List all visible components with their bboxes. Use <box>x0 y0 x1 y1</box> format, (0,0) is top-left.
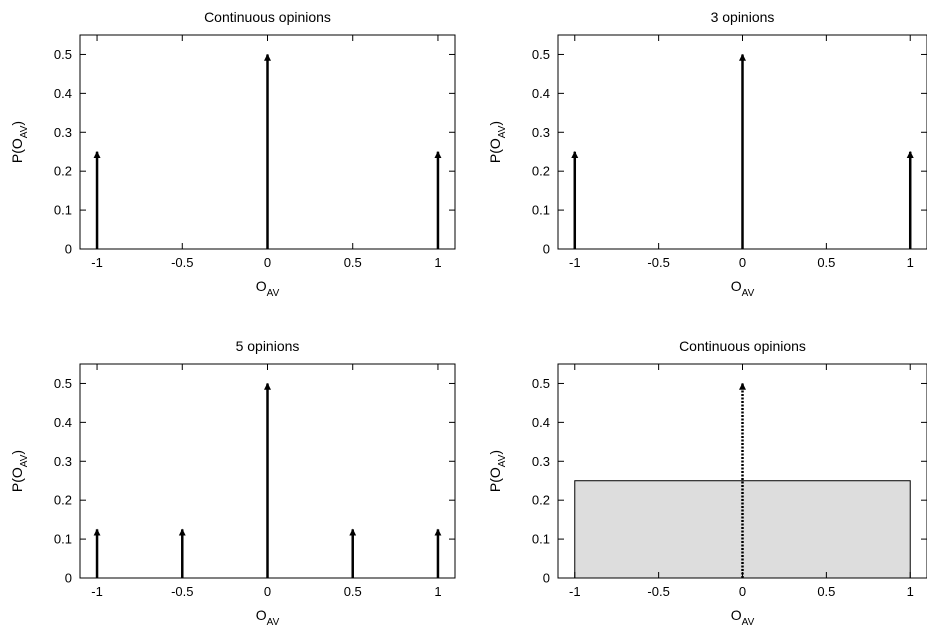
x-tick-label: 0 <box>264 255 271 270</box>
x-tick-label: -0.5 <box>647 255 669 270</box>
y-tick-label: 0.2 <box>54 493 72 508</box>
y-tick-label: 0.1 <box>532 532 550 547</box>
x-tick-label: 1 <box>434 255 441 270</box>
x-axis-label: OAV <box>256 607 280 628</box>
x-tick-label: 0 <box>739 255 746 270</box>
y-tick-label: 0.2 <box>54 164 72 179</box>
y-tick-label: 0.2 <box>532 493 550 508</box>
y-tick-label: 0.3 <box>532 454 550 469</box>
x-tick-label: -0.5 <box>171 584 193 599</box>
x-axis-label: OAV <box>731 607 755 628</box>
panel-3: 0 0.1 0.2 0.3 0.4 0.5 -1 -0.5 0 0.5 1 5 opinions OAV… <box>9 338 456 628</box>
panel-title: Continuous opinions <box>679 338 806 354</box>
y-tick-label: 0.4 <box>532 415 550 430</box>
x-tick-label: 0.5 <box>817 584 835 599</box>
x-tick-label: -1 <box>91 255 103 270</box>
x-tick-label: 1 <box>434 584 441 599</box>
x-tick-label: 0 <box>739 584 746 599</box>
panel-4: 0 0.1 0.2 0.3 0.4 0.5 -1 -0.5 0 0.5 1 Continuous op… <box>487 338 927 628</box>
x-tick-label: 0 <box>264 584 271 599</box>
x-tick-label: 1 <box>907 255 914 270</box>
y-tick-label: 0.5 <box>532 376 550 391</box>
x-tick-label: -0.5 <box>171 255 193 270</box>
x-axis-label: OAV <box>731 278 755 299</box>
y-tick-label: 0 <box>543 242 550 257</box>
x-tick-label: -1 <box>569 255 581 270</box>
y-tick-label: 0 <box>543 571 550 586</box>
y-tick-label: 0.3 <box>54 454 72 469</box>
x-tick-label: 0.5 <box>344 255 362 270</box>
x-tick-label: -1 <box>91 584 103 599</box>
y-axis-label: P(OAV) <box>487 121 508 163</box>
y-tick-label: 0.1 <box>532 203 550 218</box>
y-axis-label: P(OAV) <box>9 450 30 492</box>
x-axis-label: OAV <box>256 278 280 299</box>
x-tick-label: 0.5 <box>344 584 362 599</box>
y-tick-label: 0 <box>65 571 72 586</box>
panel-2: 0 0.1 0.2 0.3 0.4 0.5 -1 -0.5 0 0.5 1 3 opinions OAV… <box>487 9 927 299</box>
y-tick-label: 0.4 <box>54 86 72 101</box>
y-tick-label: 0.4 <box>532 86 550 101</box>
x-tick-label: -0.5 <box>647 584 669 599</box>
x-tick-label: 0.5 <box>817 255 835 270</box>
y-tick-label: 0.1 <box>54 203 72 218</box>
y-tick-label: 0.5 <box>532 47 550 62</box>
panel-title: 3 opinions <box>711 9 775 25</box>
y-tick-label: 0.3 <box>532 125 550 140</box>
y-tick-label: 0.2 <box>532 164 550 179</box>
y-axis-label: P(OAV) <box>9 121 30 163</box>
x-tick-label: -1 <box>569 584 581 599</box>
panel-title: 5 opinions <box>236 338 300 354</box>
y-tick-label: 0.4 <box>54 415 72 430</box>
y-axis-label: P(OAV) <box>487 450 508 492</box>
y-tick-label: 0.5 <box>54 376 72 391</box>
x-tick-label: 1 <box>907 584 914 599</box>
y-tick-label: 0 <box>65 242 72 257</box>
y-tick-label: 0.3 <box>54 125 72 140</box>
panel-1: 0 0.1 0.2 0.3 0.4 0.5 -1 -0.5 0 0.5 1 Continuous op… <box>9 9 456 299</box>
panel-title: Continuous opinions <box>204 9 331 25</box>
y-tick-label: 0.1 <box>54 532 72 547</box>
y-tick-label: 0.5 <box>54 47 72 62</box>
